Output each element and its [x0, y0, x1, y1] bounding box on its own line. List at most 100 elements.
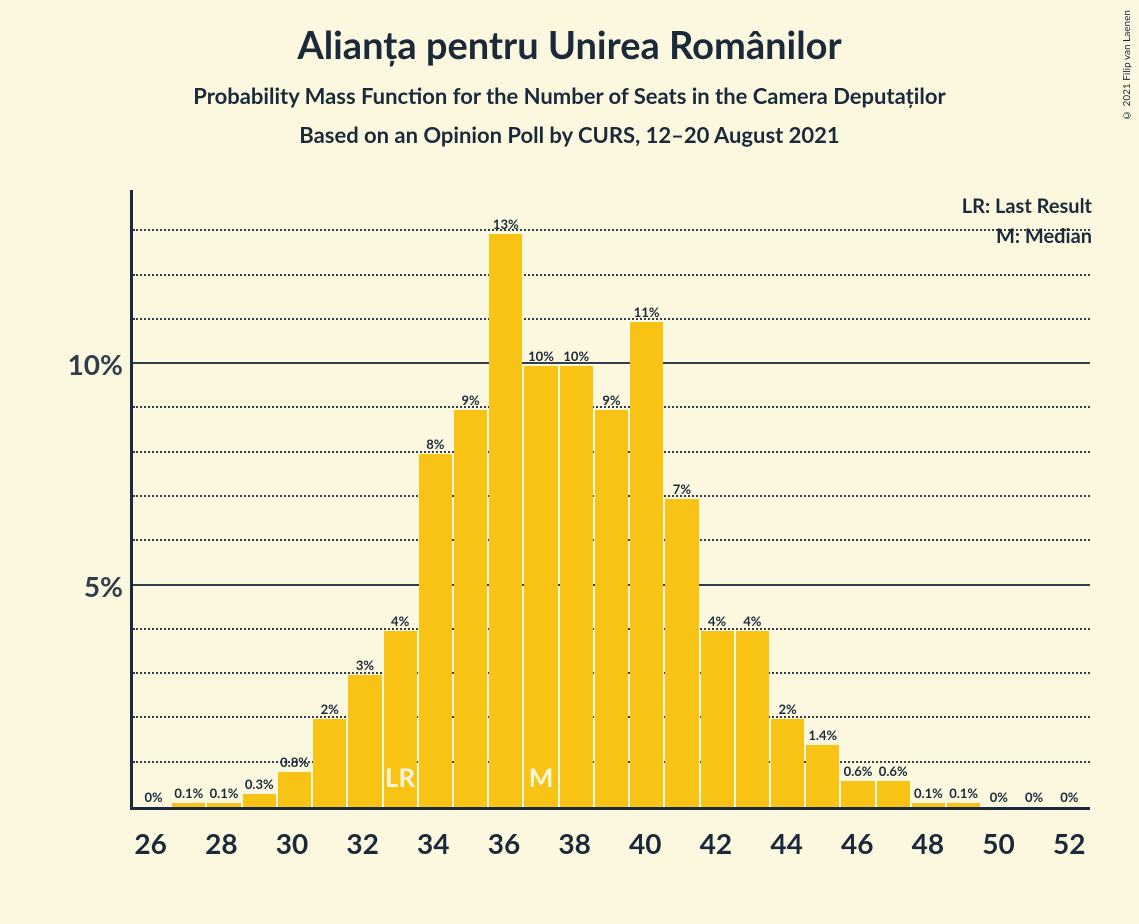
bar [912, 803, 945, 807]
bar-value-label: 0.1% [210, 785, 239, 801]
bar-slot: 0% [136, 190, 171, 807]
bar-value-label: 2% [778, 701, 796, 717]
x-tick-label: 52 [1052, 816, 1087, 860]
bar-value-label: 11% [634, 304, 660, 320]
bar-slot: 10% [559, 190, 594, 807]
bar-slot: 4% LR [383, 190, 418, 807]
bar-slot: 1.4% [805, 190, 840, 807]
bar: LR [384, 631, 417, 807]
bar [489, 234, 522, 807]
bar [207, 803, 240, 807]
bar-value-label: 9% [461, 392, 479, 408]
x-tick-label: 40 [628, 816, 663, 860]
bar-slot: 0% [1052, 190, 1087, 807]
bar-value-label: 2% [321, 701, 339, 717]
bar [841, 781, 874, 807]
bar-slot: 0.1% [946, 190, 981, 807]
bar [560, 366, 593, 807]
bar [243, 794, 276, 807]
bar [736, 631, 769, 807]
chart-subtitle: Probability Mass Function for the Number… [0, 82, 1139, 109]
bar-value-label: 0% [1025, 789, 1043, 805]
chart-title: Alianța pentru Unirea Românilor [0, 22, 1139, 68]
bar [419, 454, 452, 807]
bar-value-label: 8% [426, 436, 444, 452]
bar [771, 719, 804, 807]
bar-slot: 0.8% [277, 190, 312, 807]
bar [947, 803, 980, 807]
bar-value-label: 4% [708, 613, 726, 629]
bar-slot: 0.1% [911, 190, 946, 807]
last-result-marker: LR [385, 761, 415, 793]
bar-value-label: 10% [563, 348, 589, 364]
bar-slot: 4% [735, 190, 770, 807]
bar [278, 772, 311, 807]
x-axis: 2627282930313233343536373839404142434445… [130, 816, 1090, 860]
bar-value-label: 0.1% [949, 785, 978, 801]
bar [172, 803, 205, 807]
plot-area: 5%10% 0%0.1%0.1%0.3%0.8%2%3%4%LR8%9%13%1… [130, 190, 1090, 810]
bar-value-label: 7% [673, 481, 691, 497]
bar [877, 781, 910, 807]
x-tick-label: 32 [345, 816, 380, 860]
x-tick-label: 38 [557, 816, 592, 860]
x-tick-label: 48 [910, 816, 945, 860]
bar-slot: 3% [347, 190, 382, 807]
bar-slot: 0.1% [206, 190, 241, 807]
bar-slot: 8% [418, 190, 453, 807]
bar-slot: 0.6% [840, 190, 875, 807]
bar-slot: 10% M [523, 190, 558, 807]
copyright: © 2021 Filip van Laenen [1121, 10, 1133, 121]
x-tick-label: 46 [840, 816, 875, 860]
y-tick-label: 10% [68, 347, 133, 381]
bar-value-label: 0.1% [914, 785, 943, 801]
bar-slot: 9% [453, 190, 488, 807]
x-tick-label: 36 [486, 816, 521, 860]
bar-value-label: 0.8% [280, 754, 309, 770]
bar-value-label: 0.6% [844, 763, 873, 779]
x-tick-label: 44 [769, 816, 804, 860]
bar-slot: 13% [488, 190, 523, 807]
bar-value-label: 0% [145, 789, 163, 805]
bar [701, 631, 734, 807]
x-tick-label: 50 [981, 816, 1016, 860]
chart-header: Alianța pentru Unirea Românilor Probabil… [0, 0, 1139, 148]
bar-value-label: 0% [990, 789, 1008, 805]
x-tick-label: 26 [133, 816, 168, 860]
bar-value-label: 4% [391, 613, 409, 629]
x-tick-label: 30 [274, 816, 309, 860]
bar: M [524, 366, 557, 807]
bar-slot: 0% [1016, 190, 1051, 807]
bar [665, 499, 698, 808]
bar [595, 410, 628, 807]
bar-slot: 9% [594, 190, 629, 807]
bar-value-label: 13% [493, 216, 519, 232]
bar [313, 719, 346, 807]
bar-value-label: 0.6% [879, 763, 908, 779]
chart-subtitle-2: Based on an Opinion Poll by CURS, 12–20 … [0, 121, 1139, 148]
bar-value-label: 0.3% [245, 776, 274, 792]
bar-value-label: 10% [528, 348, 554, 364]
x-tick-label: 42 [698, 816, 733, 860]
bar-slot: 2% [312, 190, 347, 807]
bar [348, 675, 381, 807]
bar-slot: 4% [700, 190, 735, 807]
bar-slot: 7% [664, 190, 699, 807]
bar [806, 745, 839, 807]
x-tick-label: 34 [416, 816, 451, 860]
bar-value-label: 0% [1060, 789, 1078, 805]
bar-value-label: 1.4% [808, 727, 837, 743]
x-tick-label: 28 [204, 816, 239, 860]
bar-slot: 0.3% [242, 190, 277, 807]
bar [630, 322, 663, 807]
bar-value-label: 9% [602, 392, 620, 408]
bar [454, 410, 487, 807]
bar-value-label: 0.1% [174, 785, 203, 801]
y-tick-label: 5% [84, 569, 133, 603]
bar-slot: 11% [629, 190, 664, 807]
bars: 0%0.1%0.1%0.3%0.8%2%3%4%LR8%9%13%10%M10%… [133, 190, 1090, 807]
bar-slot: 2% [770, 190, 805, 807]
bar-slot: 0.6% [876, 190, 911, 807]
bar-value-label: 3% [356, 657, 374, 673]
chart: LR: Last Result M: Median 5%10% 0%0.1%0.… [48, 190, 1108, 870]
